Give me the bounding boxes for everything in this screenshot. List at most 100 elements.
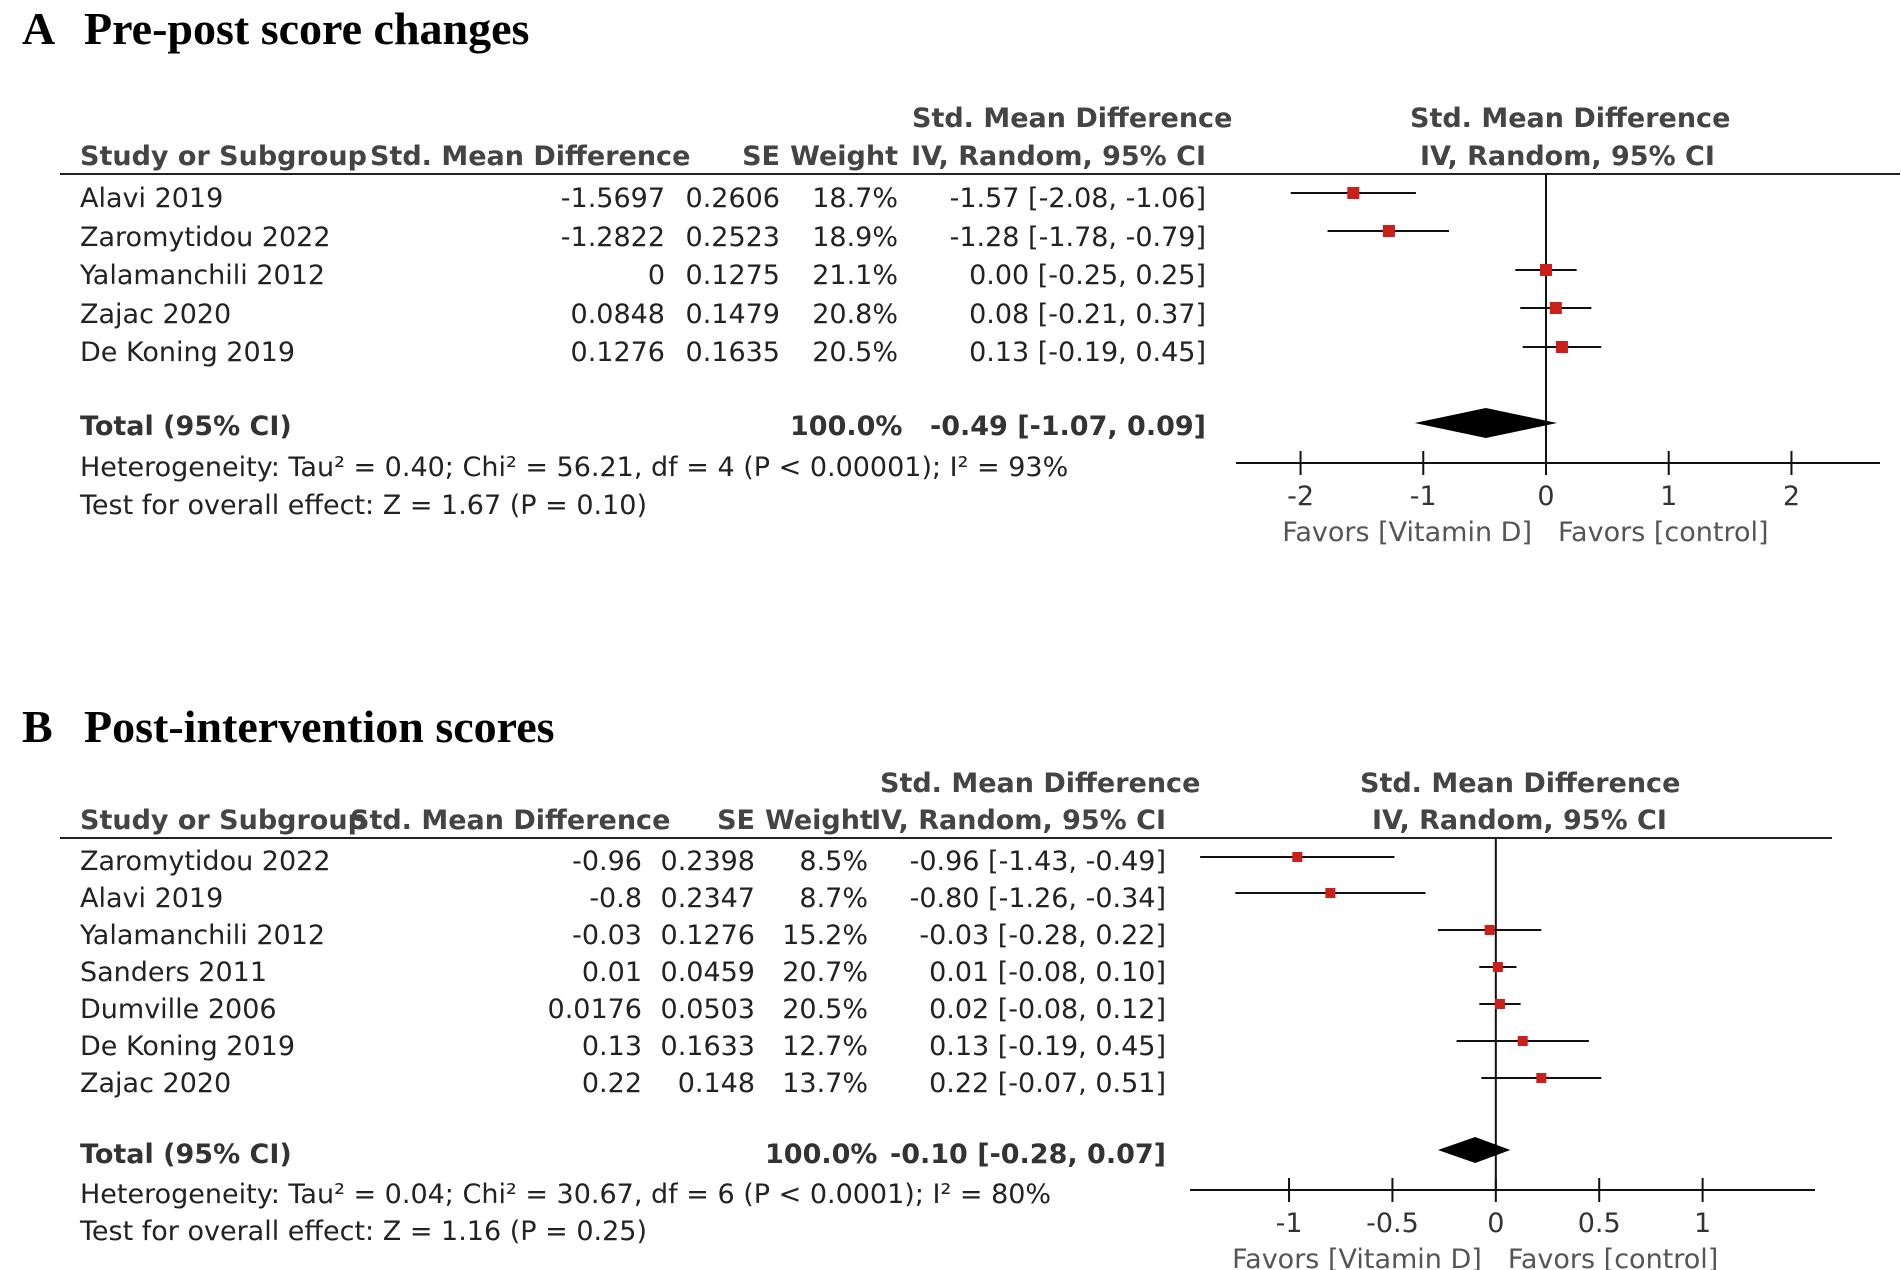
study-name: De Koning 2019 <box>80 1031 296 1062</box>
study-name: Yalamanchili 2012 <box>80 260 326 291</box>
weight-value: 12.7% <box>782 1031 868 1062</box>
x-tick-label: -1 <box>1410 481 1437 512</box>
point-estimate-marker <box>1555 341 1568 353</box>
weight-column-header: Weight <box>790 141 898 172</box>
weight-value: 20.7% <box>782 957 868 988</box>
study-name: Zajac 2020 <box>80 1068 232 1099</box>
se-value: 0.148 <box>677 1068 755 1099</box>
plot-header-top: Std. Mean Difference <box>1410 103 1731 134</box>
ci-value: 0.13 [-0.19, 0.45] <box>929 1031 1166 1062</box>
weight-value: 20.5% <box>812 337 898 368</box>
smd-value: 0.01 <box>581 957 642 988</box>
se-value: 0.1635 <box>685 337 780 368</box>
se-column-header: SE <box>717 805 755 836</box>
smd-value: 0 <box>647 260 665 291</box>
favors-right-label: Favors [control] <box>1558 517 1769 548</box>
total-label: Total (95% CI) <box>80 1139 292 1170</box>
se-value: 0.2523 <box>685 222 780 253</box>
ci-value: 0.08 [-0.21, 0.37] <box>969 299 1206 330</box>
plot-header-sub: IV, Random, 95% CI <box>1420 141 1715 172</box>
study-name: Alavi 2019 <box>80 183 224 214</box>
heterogeneity-text: Heterogeneity: Tau² = 0.40; Chi² = 56.21… <box>80 452 1069 483</box>
se-value: 0.1276 <box>660 920 755 951</box>
smd-value: 0.0176 <box>547 994 642 1025</box>
x-tick-label: 1 <box>1694 1208 1711 1239</box>
smd-column-header: Std. Mean Difference <box>350 805 671 836</box>
ci-column-header-sub: IV, Random, 95% CI <box>871 805 1166 836</box>
ci-value: -1.28 [-1.78, -0.79] <box>949 222 1206 253</box>
forest-panel-a: A Pre-post score changes Std. Mean Differ… <box>22 3 1900 548</box>
pooled-estimate-diamond <box>1437 1137 1511 1163</box>
header-rule <box>60 837 1832 839</box>
weight-value: 20.5% <box>782 994 868 1025</box>
ci-value: 0.00 [-0.25, 0.25] <box>969 260 1206 291</box>
se-value: 0.1633 <box>660 1031 755 1062</box>
plot-header-top: Std. Mean Difference <box>1360 768 1681 799</box>
ci-value: -1.57 [-2.08, -1.06] <box>949 183 1206 214</box>
se-column-header: SE <box>742 141 780 172</box>
point-estimate-marker <box>1382 225 1395 237</box>
point-estimate-marker <box>1292 852 1303 862</box>
x-tick-label: 0.5 <box>1578 1208 1621 1239</box>
smd-value: -0.96 <box>572 846 642 877</box>
ci-value: 0.02 [-0.08, 0.12] <box>929 994 1166 1025</box>
forest-panel-b: B Post-intervention scores Std. Mean Diff… <box>0 660 1901 1270</box>
plot-header-sub: IV, Random, 95% CI <box>1372 805 1667 836</box>
se-value: 0.1275 <box>685 260 780 291</box>
ci-value: -0.80 [-1.26, -0.34] <box>909 883 1166 914</box>
forest-plot-b: -1 -0.5 0 0.5 1 Favors [Vitamin D] Favors [con… <box>1190 837 1815 1270</box>
point-estimate-marker <box>1494 999 1505 1009</box>
total-label: Total (95% CI) <box>80 411 292 442</box>
point-estimate-marker <box>1325 888 1336 898</box>
point-estimate-marker <box>1347 187 1360 199</box>
ci-value: 0.22 [-0.07, 0.51] <box>929 1068 1166 1099</box>
header-rule <box>60 173 1900 175</box>
ci-value: -0.96 [-1.43, -0.49] <box>909 846 1166 877</box>
se-value: 0.2347 <box>660 883 755 914</box>
point-estimate-marker <box>1492 962 1503 972</box>
ci-value: 0.13 [-0.19, 0.45] <box>969 337 1206 368</box>
panel-b-title: B Post-intervention scores <box>22 701 555 752</box>
study-name: Zajac 2020 <box>80 299 232 330</box>
ci-value: 0.01 [-0.08, 0.10] <box>929 957 1166 988</box>
total-weight: 100.0% <box>765 1139 878 1170</box>
x-tick-label: 2 <box>1783 481 1800 512</box>
total-ci: -0.10 [-0.28, 0.07] <box>890 1139 1166 1170</box>
se-value: 0.0503 <box>660 994 755 1025</box>
se-value: 0.1479 <box>685 299 780 330</box>
smd-value: -1.5697 <box>560 183 665 214</box>
smd-column-header: Std. Mean Difference <box>370 141 691 172</box>
forest-plot-a: -2 -1 0 1 2 Favors [Vitamin D] Favors [control… <box>1236 173 1880 548</box>
study-name: Yalamanchili 2012 <box>80 920 326 951</box>
point-estimate-marker <box>1517 1036 1528 1046</box>
x-tick-label: 1 <box>1660 481 1677 512</box>
study-name: Dumville 2006 <box>80 994 277 1025</box>
favors-left-label: Favors [Vitamin D] <box>1232 1244 1482 1270</box>
ci-value: -0.03 [-0.28, 0.22] <box>919 920 1166 951</box>
x-tick-label: 0 <box>1487 1208 1504 1239</box>
smd-value: -0.8 <box>589 883 642 914</box>
smd-value: 0.13 <box>581 1031 642 1062</box>
smd-value: -1.2822 <box>560 222 665 253</box>
weight-value: 21.1% <box>812 260 898 291</box>
overall-effect-text: Test for overall effect: Z = 1.67 (P = 0… <box>80 490 647 521</box>
point-estimate-marker <box>1540 264 1552 276</box>
x-tick-label: -0.5 <box>1366 1208 1419 1239</box>
point-estimate-marker <box>1484 925 1495 935</box>
weight-column-header: Weight <box>765 805 873 836</box>
weight-value: 8.5% <box>799 846 868 877</box>
weight-value: 8.7% <box>799 883 868 914</box>
total-weight: 100.0% <box>790 411 903 442</box>
x-tick-label: 0 <box>1537 481 1554 512</box>
se-value: 0.2606 <box>685 183 780 214</box>
overall-effect-text: Test for overall effect: Z = 1.16 (P = 0… <box>80 1216 647 1247</box>
smd-value: -0.03 <box>572 920 642 951</box>
study-column-header: Study or Subgroup <box>80 805 367 836</box>
heterogeneity-text: Heterogeneity: Tau² = 0.04; Chi² = 30.67… <box>80 1179 1052 1210</box>
weight-value: 15.2% <box>782 920 868 951</box>
ci-column-header-top: Std. Mean Difference <box>880 768 1201 799</box>
point-estimate-marker <box>1549 302 1562 314</box>
study-name: Alavi 2019 <box>80 883 224 914</box>
weight-value: 13.7% <box>782 1068 868 1099</box>
total-ci: -0.49 [-1.07, 0.09] <box>930 411 1206 442</box>
